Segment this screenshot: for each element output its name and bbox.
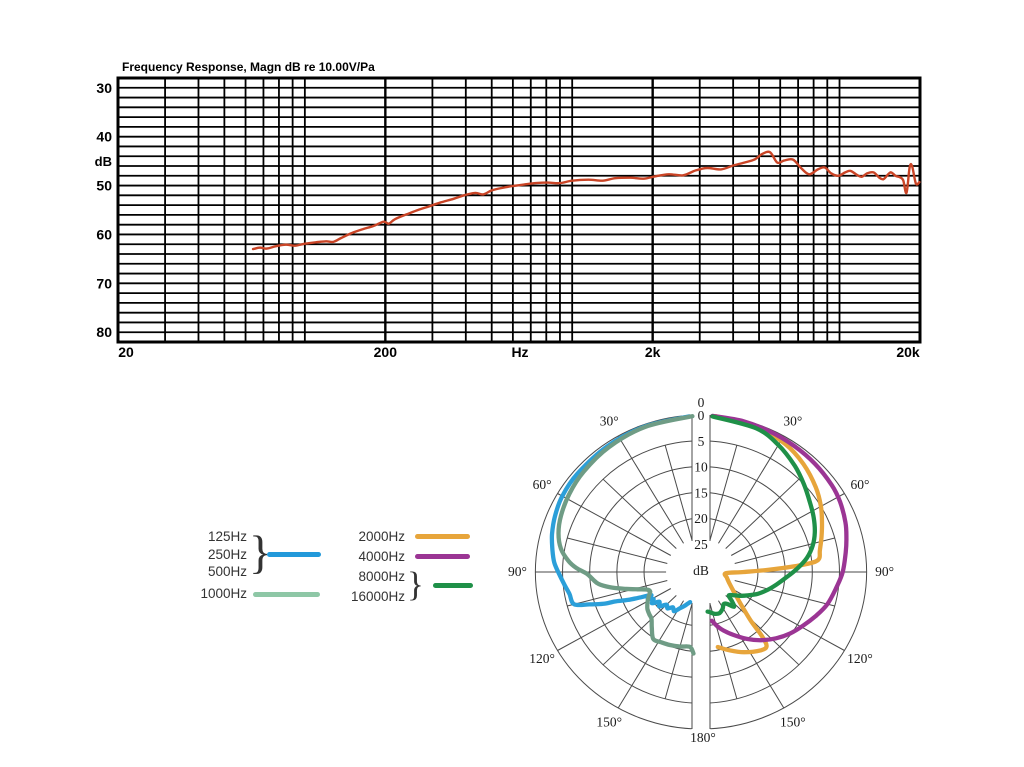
polar-spoke-minor	[734, 537, 835, 564]
polar-scale-label-0db: 0	[698, 408, 705, 423]
fr-xtick-label: 200	[374, 344, 398, 360]
polar-spoke-major	[717, 435, 785, 544]
legend-label-125hz: 125Hz	[207, 529, 247, 544]
legend-brace-low-group: }	[249, 527, 272, 579]
polar-curve-8000Hz-16000Hz	[705, 414, 817, 617]
legend-label-250hz: 250Hz	[207, 547, 247, 562]
polar-angle-label-0: 0	[698, 395, 705, 410]
polar-angle-label-180: 180°	[690, 730, 716, 745]
polar-spoke-major	[617, 435, 685, 544]
polar-spoke-major	[557, 493, 672, 556]
polar-angle-label-right-120: 120°	[847, 651, 873, 666]
fr-ytick-label: 30	[96, 80, 112, 96]
fr-ytick-label: 70	[96, 275, 112, 291]
legend-swatch-8000-16000hz	[433, 583, 473, 588]
fr-yaxis-unit: dB	[95, 154, 112, 169]
polar-scale-label-25db: 25	[694, 537, 708, 552]
fr-xaxis-unit: Hz	[511, 344, 528, 360]
fr-response-curve	[251, 150, 921, 251]
polar-spoke-major	[730, 493, 845, 556]
polar-angle-label-right-150: 150°	[780, 715, 806, 730]
fr-xtick-label: 20	[118, 344, 134, 360]
legend-swatch-125-250-500hz	[267, 552, 321, 557]
legend-label-16000hz: 16000Hz	[350, 589, 405, 604]
polar-spoke-minor	[567, 580, 668, 607]
polar-angle-label-left-90: 90°	[508, 564, 527, 579]
legend-label-500hz: 500Hz	[207, 564, 247, 579]
fr-xtick-label: 20k	[896, 344, 920, 360]
legend-brace-high-group: }	[407, 565, 424, 604]
legend-swatch-4000hz	[415, 554, 470, 559]
legend-swatch-1000hz	[253, 592, 320, 597]
polar-curve-1000Hz	[556, 414, 696, 656]
fr-xtick-label: 2k	[645, 344, 661, 360]
fr-chart-border	[116, 76, 922, 344]
polar-scale-label-5db: 5	[698, 434, 705, 449]
fr-chart-title: Frequency Response, Magn dB re 10.00V/Pa	[122, 60, 375, 74]
fr-ytick-label: 60	[96, 226, 112, 242]
legend-swatch-2000hz	[415, 534, 470, 539]
legend-label-1000hz: 1000Hz	[200, 586, 247, 601]
polar-scale-label-10db: 10	[694, 460, 708, 475]
fr-ytick-label: 80	[96, 324, 112, 340]
polar-scale-label-20db: 20	[694, 511, 708, 526]
polar-curve-4000Hz	[709, 413, 849, 643]
polar-center-hole	[666, 539, 736, 605]
polar-spoke-minor	[709, 445, 738, 541]
legend-label-2000hz: 2000Hz	[358, 529, 405, 544]
polar-angle-label-right-30: 30°	[783, 413, 802, 428]
fr-ytick-label: 50	[96, 178, 112, 194]
polar-angle-label-left-60: 60°	[533, 477, 552, 492]
legend-label-4000hz: 4000Hz	[358, 549, 405, 564]
polar-spoke-major	[717, 600, 785, 709]
polar-angle-label-right-60: 60°	[851, 477, 870, 492]
polar-curve-2000Hz	[713, 413, 825, 655]
polar-spoke-minor	[725, 594, 800, 666]
polar-spoke-minor	[709, 603, 738, 699]
legend-label-8000hz: 8000Hz	[358, 569, 405, 584]
polar-spoke-minor	[567, 537, 668, 564]
polar-spoke-minor	[725, 478, 800, 550]
polar-spoke-minor	[602, 478, 677, 550]
polar-angle-label-left-120: 120°	[529, 651, 555, 666]
polar-center-unit-label: dB	[693, 563, 709, 578]
polar-angle-label-left-30: 30°	[600, 413, 619, 428]
polar-angle-label-right-90: 90°	[875, 564, 894, 579]
polar-angle-label-left-150: 150°	[596, 715, 622, 730]
frequency-response-chart: 30 40 50 60 70 80 dB 20 200 2k 20k Hz	[95, 76, 922, 360]
fr-ytick-label: 40	[96, 129, 112, 145]
polar-pattern-chart: 0 5 10 15 20 25 dB 0 30° 30° 60° 60° 90° 90° 120° 120° 1…	[508, 395, 894, 745]
polar-curve-125Hz-250Hz-500Hz	[549, 414, 693, 614]
polar-spoke-minor	[664, 603, 693, 699]
polar-spoke-minor	[734, 580, 835, 607]
polar-scale-label-15db: 15	[694, 485, 708, 500]
polar-spoke-minor	[664, 445, 693, 541]
polar-spoke-major	[730, 588, 845, 651]
polar-spoke-major	[617, 600, 685, 709]
